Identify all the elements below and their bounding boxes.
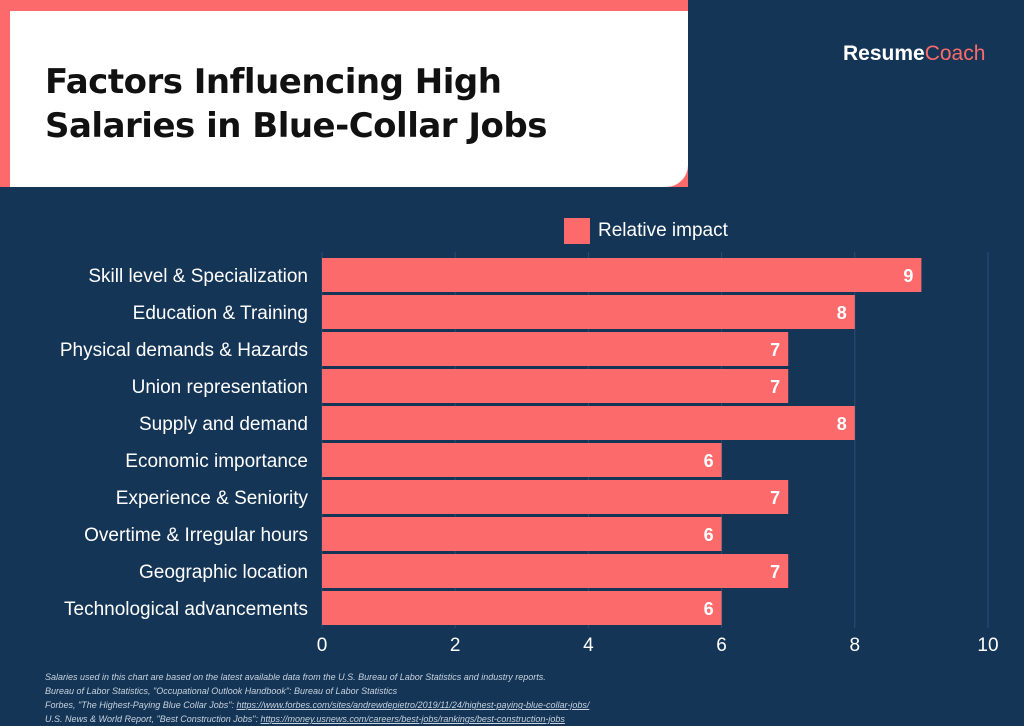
data-label: 6 — [704, 599, 714, 619]
bar — [322, 554, 789, 588]
bar — [322, 406, 855, 440]
category-label: Technological advancements — [64, 599, 308, 620]
category-label: Experience & Seniority — [116, 488, 309, 509]
data-label: 6 — [704, 451, 714, 471]
bar — [322, 443, 722, 477]
category-label: Skill level & Specialization — [88, 266, 308, 287]
bar — [322, 480, 789, 514]
category-label: Union representation — [132, 377, 308, 398]
data-label: 7 — [770, 488, 780, 508]
bar — [322, 369, 789, 403]
bar — [322, 295, 855, 329]
legend: Relative impact — [564, 218, 728, 244]
footnote: U.S. News & World Report, "Best Construc… — [45, 712, 589, 726]
footnote-text: Salaries used in this chart are based on… — [45, 672, 546, 682]
footnote-text: Bureau of Labor Statistics, "Occupationa… — [45, 686, 398, 696]
footnote-text: Forbes, "The Highest-Paying Blue Collar … — [45, 700, 237, 710]
x-tick-label: 0 — [317, 635, 328, 656]
footnote: Forbes, "The Highest-Paying Blue Collar … — [45, 698, 589, 712]
x-tick-label: 6 — [716, 635, 727, 656]
category-label: Supply and demand — [139, 414, 308, 435]
bar — [322, 258, 922, 292]
footnote-text: U.S. News & World Report, "Best Construc… — [45, 714, 261, 724]
footnote: Salaries used in this chart are based on… — [45, 670, 589, 684]
legend-swatch — [564, 218, 590, 244]
footnotes: Salaries used in this chart are based on… — [45, 670, 589, 726]
bar — [322, 332, 789, 366]
category-label: Physical demands & Hazards — [60, 340, 308, 361]
x-tick-label: 10 — [977, 635, 998, 656]
chart-title: Factors Influencing High Salaries in Blu… — [45, 62, 547, 146]
category-label: Economic importance — [125, 451, 308, 472]
category-label: Overtime & Irregular hours — [84, 525, 308, 546]
legend-label: Relative impact — [598, 220, 728, 241]
category-label: Education & Training — [133, 303, 308, 324]
data-label: 7 — [770, 562, 780, 582]
category-label: Geographic location — [139, 562, 308, 583]
data-label: 8 — [837, 303, 847, 323]
bar — [322, 591, 722, 625]
footnote: Bureau of Labor Statistics, "Occupationa… — [45, 684, 589, 698]
source-link[interactable]: https://www.forbes.com/sites/andrewdepie… — [236, 700, 590, 710]
data-label: 7 — [770, 340, 780, 360]
data-label: 9 — [903, 266, 913, 286]
data-label: 7 — [770, 377, 780, 397]
x-tick-label: 4 — [583, 635, 594, 656]
x-tick-label: 8 — [850, 635, 861, 656]
source-link[interactable]: https://money.usnews.com/careers/best-jo… — [260, 714, 565, 724]
data-label: 8 — [837, 414, 847, 434]
title-box — [10, 11, 688, 187]
data-label: 6 — [704, 525, 714, 545]
x-tick-label: 2 — [450, 635, 461, 656]
brand-logo: ResumeCoach — [843, 42, 986, 65]
bar — [322, 517, 722, 551]
